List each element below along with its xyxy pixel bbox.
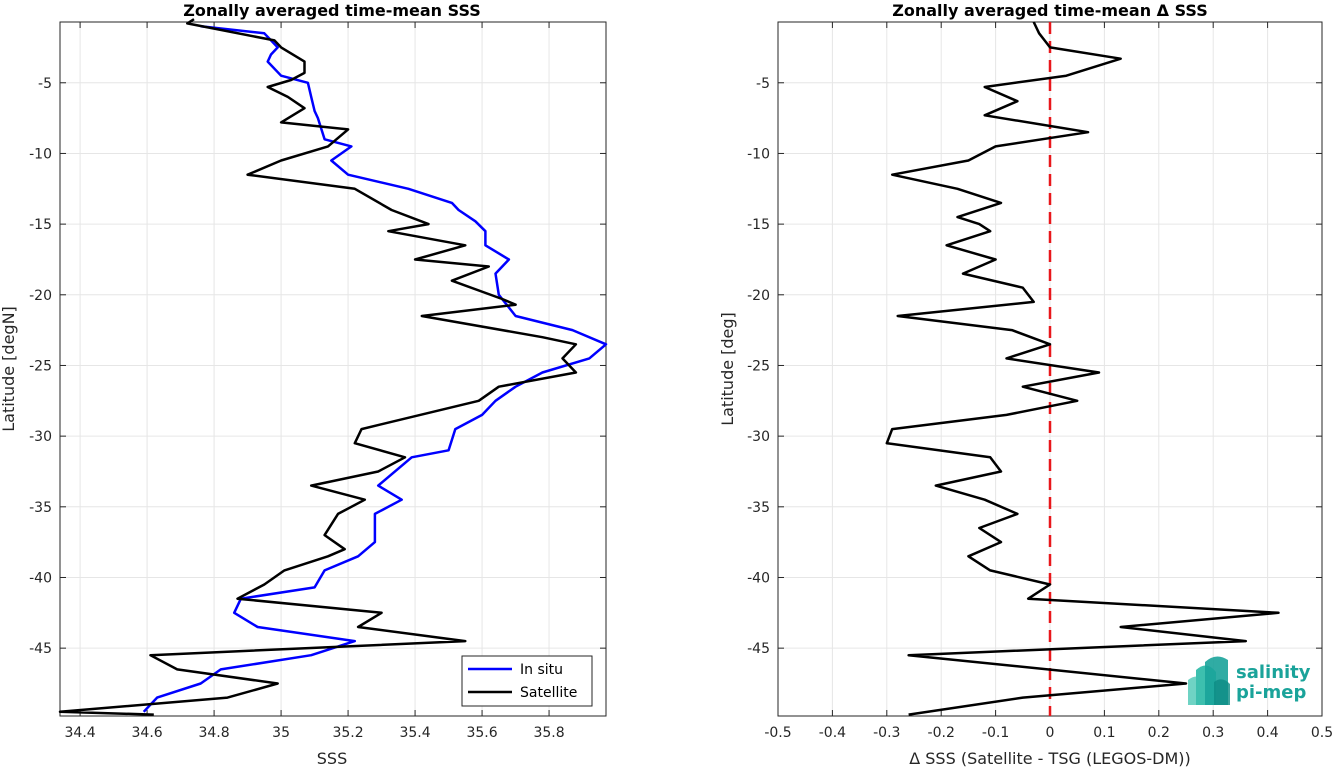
right-x-tick-label: -0.2 bbox=[928, 725, 955, 741]
left-y-tick-label: -45 bbox=[29, 641, 52, 657]
left-x-tick-label: 35.2 bbox=[332, 725, 363, 741]
left-y-tick-label: -20 bbox=[29, 288, 52, 304]
right-y-tick-label: -30 bbox=[747, 429, 770, 445]
right-y-tick-label: -15 bbox=[747, 217, 770, 233]
right-x-tick-label: 0.5 bbox=[1311, 725, 1333, 741]
right-x-tick-label: -0.5 bbox=[764, 725, 791, 741]
legend: In situ Satellite bbox=[461, 655, 593, 707]
right-x-tick-label: -0.4 bbox=[819, 725, 846, 741]
left-series-line-in-situ bbox=[142, 24, 608, 713]
left-y-tick-label: -10 bbox=[29, 146, 52, 162]
left-y-tick-label: -40 bbox=[29, 570, 52, 586]
panel-delta-sss: Zonally averaged time-mean Δ SSS -0.5 -0.… bbox=[718, 1, 1333, 768]
left-ticks: 34.4 34.6 34.8 35 35.2 35.4 35.6 35.8 -5 -10 -15 -2… bbox=[29, 22, 606, 741]
right-ticks: -0.5 -0.4 -0.3 -0.2 -0.1 0 0.1 0.2 0.3 0.4 0.5 -5 -1… bbox=[747, 22, 1333, 741]
left-chart-title: Zonally averaged time-mean SSS bbox=[183, 1, 481, 20]
right-y-tick-label: -40 bbox=[747, 570, 770, 586]
right-x-tick-label: 0 bbox=[1046, 725, 1055, 741]
right-x-tick-label: 0.2 bbox=[1148, 725, 1170, 741]
logo-text-salinity: salinity bbox=[1236, 662, 1311, 683]
left-x-tick-label: 34.6 bbox=[132, 725, 163, 741]
right-series-line-0 bbox=[885, 21, 1280, 716]
left-y-tick-label: -35 bbox=[29, 500, 52, 516]
left-grid bbox=[60, 22, 606, 716]
left-x-tick-label: 34.4 bbox=[65, 725, 96, 741]
right-y-tick-label: -20 bbox=[747, 288, 770, 304]
right-y-tick-label: -25 bbox=[747, 358, 770, 374]
legend-box bbox=[461, 655, 593, 707]
right-x-tick-label: 0.1 bbox=[1093, 725, 1115, 741]
logo-waves-icon bbox=[1188, 656, 1230, 705]
left-y-axis-label: Latitude [degN] bbox=[0, 306, 18, 432]
logo-text-pi-mep: pi-mep bbox=[1236, 682, 1306, 703]
salinity-pi-mep-logo: salinity pi-mep bbox=[1188, 656, 1311, 705]
right-y-tick-label: -5 bbox=[756, 76, 770, 92]
left-x-tick-label: 35.8 bbox=[533, 725, 564, 741]
left-x-tick-label: 35 bbox=[272, 725, 290, 741]
right-x-tick-label: -0.3 bbox=[873, 725, 900, 741]
right-y-tick-label: -10 bbox=[747, 146, 770, 162]
left-y-tick-label: -25 bbox=[29, 358, 52, 374]
left-x-tick-label: 35.4 bbox=[399, 725, 430, 741]
left-series-line-satellite bbox=[58, 18, 578, 716]
right-x-axis-label: Δ SSS (Satellite - TSG (LEGOS-DM)) bbox=[909, 749, 1191, 768]
right-x-tick-label: 0.3 bbox=[1202, 725, 1224, 741]
left-y-tick-label: -5 bbox=[38, 76, 52, 92]
right-y-tick-label: -35 bbox=[747, 500, 770, 516]
legend-label-satellite: Satellite bbox=[520, 685, 577, 701]
right-x-tick-label: 0.4 bbox=[1256, 725, 1278, 741]
right-x-tick-label: -0.1 bbox=[982, 725, 1009, 741]
legend-label-in-situ: In situ bbox=[520, 662, 563, 678]
left-x-axis-label: SSS bbox=[317, 749, 347, 768]
left-x-tick-label: 34.8 bbox=[198, 725, 229, 741]
left-plot-area bbox=[59, 21, 607, 717]
left-series bbox=[58, 18, 608, 716]
right-y-tick-label: -45 bbox=[747, 641, 770, 657]
left-x-tick-label: 35.6 bbox=[466, 725, 497, 741]
right-series bbox=[885, 21, 1280, 716]
right-y-axis-label: Latitude [deg] bbox=[718, 312, 737, 426]
right-chart-title: Zonally averaged time-mean Δ SSS bbox=[892, 1, 1208, 20]
left-y-tick-label: -15 bbox=[29, 217, 52, 233]
left-y-tick-label: -30 bbox=[29, 429, 52, 445]
panel-sss: Zonally averaged time-mean SSS 34.4 34.6 3… bbox=[0, 1, 608, 768]
